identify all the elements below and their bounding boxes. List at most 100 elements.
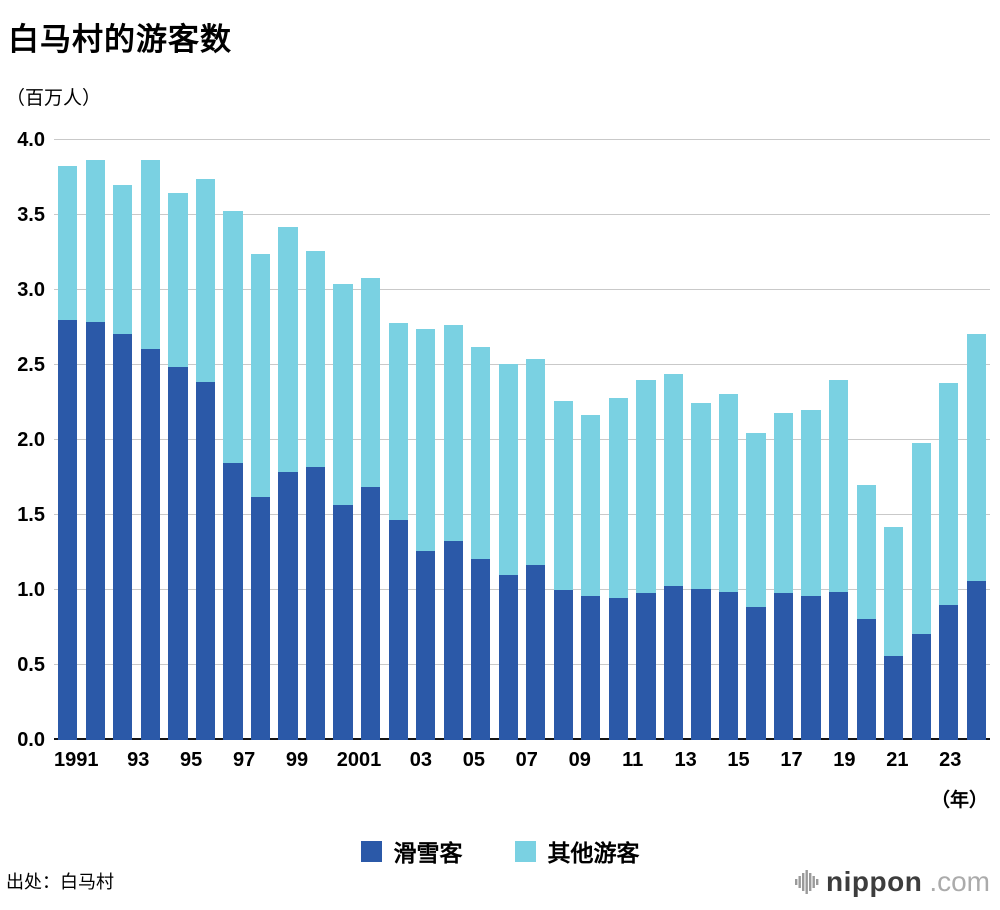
stacked-bar: [718, 140, 739, 740]
stacked-bar: [911, 140, 931, 740]
bar-group-2008: [522, 140, 550, 740]
legend-item-skiers: 滑雪客: [360, 834, 463, 868]
bar-segment-skiers: [85, 321, 105, 740]
bar-segment-others: [388, 323, 408, 520]
stacked-bar: [388, 140, 408, 740]
bar-segment-others: [553, 401, 573, 590]
legend: 滑雪客 其他游客: [0, 834, 1000, 868]
bar-segment-others: [636, 380, 656, 593]
x-axis-tick-label: 05: [462, 749, 485, 771]
x-tick-slot: 1991: [54, 749, 99, 771]
nippon-logo-com: .com: [929, 866, 990, 897]
stacked-bar: [856, 140, 876, 740]
bar-segment-skiers: [58, 320, 78, 740]
bar-group-1996: [192, 140, 220, 740]
legend-label-others: 其他游客: [547, 840, 640, 866]
x-tick-slot: 97: [231, 749, 257, 771]
bar-group-2013: [660, 140, 688, 740]
stacked-bar: [140, 140, 160, 740]
stacked-bar: [360, 140, 381, 740]
bar-segment-skiers: [526, 564, 546, 740]
bars-container: [54, 140, 990, 740]
bar-group-1997: [219, 140, 247, 740]
bar-segment-others: [140, 159, 160, 349]
stacked-bar: [746, 140, 766, 740]
bar-segment-skiers: [140, 348, 160, 740]
bar-group-2012: [632, 140, 660, 740]
stacked-bar: [553, 140, 573, 740]
bar-group-2022: [907, 140, 935, 740]
bar-segment-skiers: [966, 581, 986, 740]
bar-segment-skiers: [113, 333, 133, 740]
bar-group-2021: [880, 140, 908, 740]
grid-line: [54, 364, 990, 365]
x-axis-tick-label: 23: [939, 749, 962, 771]
y-axis-tick-label: 1.5: [17, 504, 45, 526]
stacked-bar: [498, 140, 518, 740]
bar-segment-others: [113, 185, 133, 334]
bar-group-1992: [82, 140, 110, 740]
y-axis-tick-label: 4.0: [17, 129, 45, 151]
x-tick-slot: [381, 749, 407, 771]
bar-segment-others: [801, 410, 821, 596]
y-axis-tick-label: 1.0: [17, 579, 45, 601]
bar-group-2016: [742, 140, 770, 740]
x-tick-slot: [964, 749, 990, 771]
y-axis-unit-label: （百万人）: [6, 88, 102, 109]
stacked-bar: [636, 140, 656, 740]
stacked-bar: [966, 140, 986, 740]
bar-segment-others: [526, 359, 546, 565]
bar-segment-others: [85, 159, 105, 322]
bar-segment-others: [195, 179, 216, 382]
y-axis-tick-label: 2.5: [17, 354, 45, 376]
bar-group-2017: [770, 140, 798, 740]
x-tick-slot: 15: [725, 749, 751, 771]
grid-line: [54, 289, 990, 290]
x-axis-tick-label: 97: [232, 749, 256, 771]
stacked-bar: [223, 140, 243, 740]
bar-group-2004: [412, 140, 440, 740]
x-tick-slot: [257, 749, 283, 771]
x-tick-slot: 11: [619, 749, 645, 771]
bar-segment-others: [966, 333, 986, 581]
bar-segment-others: [581, 414, 601, 596]
bar-group-1995: [164, 140, 192, 740]
nippon-logo-text: nippon: [826, 866, 923, 897]
bar-segment-others: [663, 374, 684, 586]
bar-segment-others: [333, 284, 353, 505]
bar-segment-skiers: [416, 551, 436, 740]
x-tick-slot: 07: [514, 749, 540, 771]
x-axis-tick-label: 07: [515, 749, 538, 771]
bar-segment-skiers: [581, 596, 601, 740]
y-axis-tick-label: 0.0: [17, 729, 45, 751]
x-tick-slot: 17: [778, 749, 804, 771]
grid-line: [54, 139, 990, 140]
stacked-bar: [113, 140, 133, 740]
bar-group-2003: [384, 140, 412, 740]
x-axis-tick-label: 11: [622, 749, 644, 771]
bar-segment-skiers: [333, 504, 353, 740]
bar-group-1998: [247, 140, 275, 740]
bar-group-1993: [109, 140, 137, 740]
bar-segment-others: [471, 347, 491, 559]
x-tick-slot: [646, 749, 672, 771]
bar-segment-skiers: [663, 585, 684, 740]
bar-group-1994: [137, 140, 165, 740]
x-tick-slot: 23: [937, 749, 963, 771]
x-axis-tick-label: 15: [727, 749, 750, 771]
bar-group-2024: [963, 140, 991, 740]
x-tick-slot: 19: [831, 749, 857, 771]
x-tick-slot: [699, 749, 725, 771]
x-axis-tick-label: 21: [886, 749, 909, 771]
stacked-bar: [884, 140, 904, 740]
chart-title: 白马村的游客数: [8, 22, 232, 57]
stacked-bar: [526, 140, 546, 740]
stacked-bar: [939, 140, 959, 740]
bar-segment-skiers: [360, 486, 381, 740]
x-tick-slot: 09: [567, 749, 593, 771]
nippon-logo: nippon .com: [795, 866, 990, 898]
x-tick-slot: [805, 749, 831, 771]
bar-group-2010: [577, 140, 605, 740]
x-axis-tick-label: 95: [180, 749, 203, 771]
x-tick-slot: 03: [408, 749, 434, 771]
